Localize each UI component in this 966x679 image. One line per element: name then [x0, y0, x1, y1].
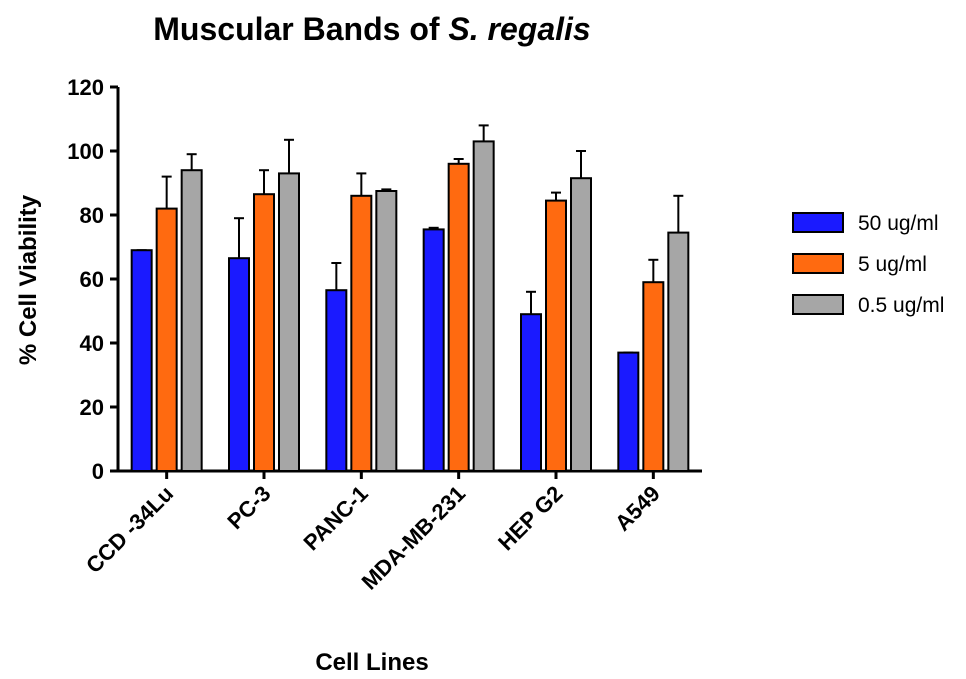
- y-axis-title: % Cell Viability: [15, 194, 42, 365]
- legend-swatch: [792, 253, 844, 274]
- x-tick-label: A549: [610, 481, 665, 536]
- legend-label: 0.5 ug/ml: [858, 294, 944, 317]
- bar: [545, 199, 567, 472]
- y-tick-label: 0: [92, 459, 104, 484]
- title-text: Muscular Bands of: [153, 11, 440, 47]
- y-tick-label: 40: [80, 331, 104, 356]
- title-species: S. regalis: [448, 11, 590, 47]
- bar: [570, 177, 592, 472]
- chart-title: Muscular Bands of S. regalis: [153, 11, 590, 47]
- bar: [422, 228, 445, 472]
- y-tick-label: 60: [80, 267, 104, 292]
- legend-label: 5 ug/ml: [858, 253, 927, 276]
- bar: [180, 169, 203, 472]
- x-tick-label: PANC-1: [298, 481, 372, 555]
- y-tick-label: 120: [67, 75, 104, 100]
- bar: [447, 162, 470, 473]
- bar: [253, 193, 275, 472]
- x-tick-label: MDA-MB-231: [357, 481, 471, 595]
- x-tick-label: HEP G2: [493, 481, 567, 555]
- legend-swatch: [792, 212, 844, 233]
- bar: [278, 172, 300, 472]
- bar: [155, 207, 178, 472]
- bar: [325, 289, 348, 473]
- bar: [617, 351, 640, 473]
- bar: [472, 140, 495, 472]
- y-tick-label: 80: [80, 203, 104, 228]
- bar: [350, 194, 373, 473]
- x-axis-title: Cell Lines: [315, 649, 428, 676]
- y-tick-label: 20: [80, 395, 104, 420]
- y-tick-label: 100: [67, 139, 104, 164]
- x-tick-label: PC-3: [222, 481, 275, 534]
- bar: [520, 313, 542, 473]
- bar: [375, 190, 398, 472]
- bar: [130, 249, 153, 472]
- x-tick-label: CCD -34Lu: [81, 481, 178, 578]
- legend-label: 50 ug/ml: [858, 212, 939, 235]
- bar: [667, 231, 690, 472]
- bar: [228, 257, 250, 473]
- bar: [642, 281, 665, 473]
- legend-swatch: [792, 294, 844, 315]
